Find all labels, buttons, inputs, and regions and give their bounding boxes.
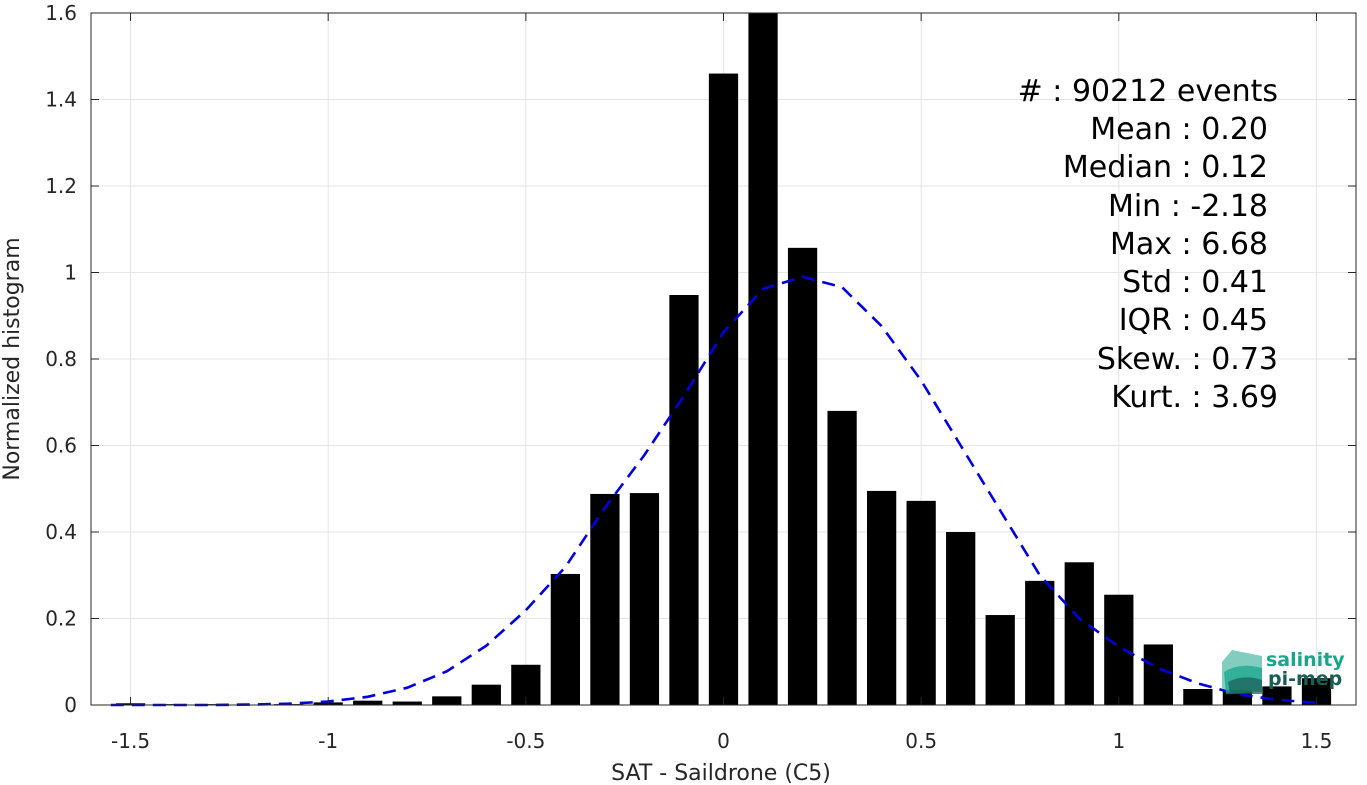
- stats-max: Max : 6.68: [1110, 227, 1268, 262]
- statistics-annotation: # : 90212 events Mean : 0.20 Median : 0.…: [1018, 74, 1278, 415]
- histogram-bar: [1025, 580, 1055, 705]
- histogram-bar: [669, 294, 699, 705]
- histogram-bar: [906, 500, 936, 705]
- stats-iqr: IQR : 0.45: [1119, 303, 1268, 338]
- histogram-bar: [590, 493, 620, 705]
- y-axis-label: Normalized histogram: [0, 237, 25, 480]
- axis-ticks: [91, 12, 1356, 706]
- histogram-bar: [946, 532, 976, 705]
- histogram-bar: [787, 247, 818, 705]
- histogram-bars: [115, 13, 1332, 706]
- logo-wave-icon: [1222, 650, 1262, 694]
- histogram-bar: [748, 13, 778, 705]
- histogram-bar: [1064, 562, 1094, 705]
- x-tick-label: 1.5: [1301, 729, 1333, 753]
- stats-count: # : 90212 events: [1018, 74, 1278, 109]
- stats-min: Min : -2.18: [1108, 189, 1268, 224]
- logo-text-pi-mep: pi-mep: [1268, 668, 1342, 690]
- normal-fit-curve: [110, 275, 1317, 707]
- stats-kurtosis: Kurt. : 3.69: [1111, 380, 1278, 415]
- stats-mean: Mean : 0.20: [1090, 112, 1268, 147]
- x-tick-label: -1: [318, 729, 338, 753]
- x-axis-label: SAT - Saildrone (C5): [611, 761, 831, 785]
- y-tick-label: 0.2: [45, 607, 77, 631]
- x-tick-label: 1: [1112, 729, 1125, 753]
- histogram-bar: [392, 701, 422, 705]
- x-tick-label: 0: [717, 729, 730, 753]
- y-tick-label: 1.2: [45, 174, 77, 198]
- logo-text-salinity: salinity: [1266, 649, 1345, 671]
- stats-std: Std : 0.41: [1122, 265, 1268, 300]
- histogram-bar: [432, 696, 462, 705]
- y-tick-label: 0: [64, 693, 77, 717]
- x-tick-label: -1.5: [111, 729, 150, 753]
- histogram-bar: [708, 73, 739, 706]
- histogram-bar: [827, 410, 857, 705]
- histogram-bar: [550, 573, 581, 705]
- y-tick-label: 0.6: [45, 434, 77, 458]
- y-tick-label: 1.4: [45, 88, 77, 112]
- y-tick-label: 0.4: [45, 520, 77, 544]
- y-tick-label: 1: [64, 261, 77, 285]
- salinity-pi-mep-logo: salinity pi-mep: [1222, 649, 1345, 694]
- histogram-bar: [1104, 594, 1134, 705]
- y-tick-label: 0.8: [45, 347, 77, 371]
- histogram-bar: [985, 615, 1015, 705]
- y-tick-label: 1.6: [45, 1, 77, 25]
- y-tick-labels: 0 0.2 0.4 0.6 0.8 1 1.2 1.4 1.6: [45, 1, 77, 717]
- histogram-bar: [629, 493, 660, 705]
- histogram-bar: [471, 684, 501, 705]
- histogram-bar: [1143, 644, 1173, 705]
- x-tick-label: -0.5: [506, 729, 545, 753]
- x-tick-labels: -1.5 -1 -0.5 0 0.5 1 1.5: [111, 729, 1332, 753]
- x-tick-label: 0.5: [905, 729, 937, 753]
- histogram-bar: [866, 490, 897, 705]
- stats-skewness: Skew. : 0.73: [1097, 342, 1278, 377]
- histogram-bar: [353, 700, 383, 705]
- stats-median: Median : 0.12: [1063, 150, 1268, 185]
- histogram-bar: [1183, 688, 1213, 705]
